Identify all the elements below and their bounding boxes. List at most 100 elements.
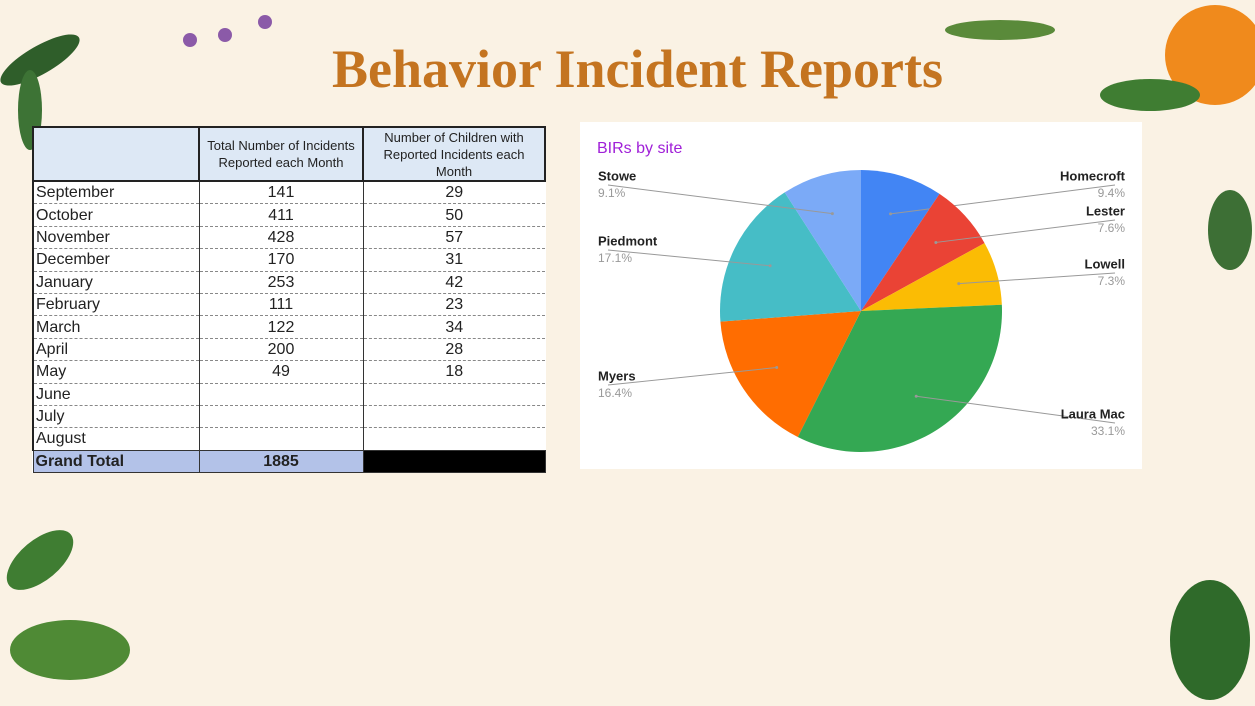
leaf [945,20,1055,40]
pie-slice [861,243,1002,311]
header-cell: Number of Children with Reported Inciden… [362,126,546,182]
leader-dot [914,394,918,398]
flower [258,15,272,29]
total-value: 1885 [198,449,364,474]
slice-percent: 9.1% [598,186,626,200]
leader-dot [934,240,938,244]
value-cell: 42 [362,271,545,294]
value-cell: 253 [198,271,363,294]
pie-slice [720,192,861,322]
table-row: April 200 28 [32,338,545,362]
leader-line [916,395,1116,424]
value-cell: 23 [362,293,545,317]
leaf [0,34,80,86]
leaf [10,620,130,680]
flower [218,28,232,42]
slice-percent: 17.1% [598,251,632,265]
month-cell: December [32,248,199,272]
leader-line [890,184,1116,215]
table-row: September 141 29 [32,181,545,205]
value-cell: 29 [362,181,545,205]
pie-slice [861,170,940,311]
leaf [1208,190,1252,270]
value-cell [198,427,363,451]
leader-dot [957,282,961,286]
value-cell [198,405,363,429]
month-cell: February [32,293,199,317]
month-cell: January [32,271,199,294]
flower [183,33,197,47]
header-cell: Total Number of Incidents Reported each … [198,126,364,182]
value-cell [198,383,363,406]
month-cell: May [32,360,199,384]
month-cell: June [32,383,199,406]
month-cell: November [32,226,199,250]
value-cell: 411 [198,203,363,227]
month-cell: July [32,405,199,429]
value-cell: 49 [198,360,363,384]
value-cell: 34 [362,315,545,339]
slice-name: Lowell [1085,256,1125,271]
value-cell: 18 [362,360,545,384]
header-row: Total Number of Incidents Reported each … [32,126,546,182]
table-row: July [32,405,545,429]
leader-dot [889,212,893,216]
table: Total Number of Incidents Reported each … [32,126,546,474]
value-cell: 200 [198,338,363,362]
value-cell: 122 [198,315,363,339]
value-cell [362,405,545,429]
leaf [1170,580,1250,700]
table-row: August [32,427,545,451]
leader-dot [775,366,779,370]
value-cell: 141 [198,181,363,205]
slice-percent: 9.4% [1098,186,1126,200]
leader-dot [768,264,772,268]
table-row: June [32,383,545,406]
slice-name: Laura Mac [1061,406,1125,421]
slide-title: Behavior Incident Reports [331,39,943,99]
month-cell: August [32,427,199,451]
table-row: February 111 23 [32,293,545,317]
table-row: November 428 57 [32,226,545,250]
slice-percent: 7.3% [1098,274,1126,288]
table-row: October 411 50 [32,203,545,227]
month-cell: March [32,315,199,339]
slice-percent: 33.1% [1091,424,1125,438]
table-row: March 122 34 [32,315,545,339]
orange [1165,5,1255,105]
value-cell [362,427,545,451]
leader-line [607,249,771,267]
slice-name: Stowe [598,168,636,183]
leader-line [607,367,777,386]
leaf [6,530,74,590]
table-row: January 253 42 [32,271,545,294]
total-blank [362,449,546,474]
table-row: May 49 18 [32,360,545,384]
month-cell: October [32,203,199,227]
value-cell: 57 [362,226,545,250]
value-cell: 50 [362,203,545,227]
leader-line [607,184,833,215]
pie-slice [784,170,861,311]
value-cell: 428 [198,226,363,250]
value-cell: 31 [362,248,545,272]
slice-name: Lester [1086,203,1125,218]
value-cell [362,383,545,406]
chart-title: BIRs by site [597,140,682,157]
slice-percent: 7.6% [1098,221,1126,235]
slice-percent: 16.4% [598,386,632,400]
month-cell: April [32,338,199,362]
value-cell: 111 [198,293,363,317]
pie-slice [720,311,861,438]
total-label: Grand Total [32,449,200,474]
month-cell: September [32,181,199,205]
pie-slice [861,193,985,311]
table-row: December 170 31 [32,248,545,272]
slice-name: Myers [598,368,636,383]
value-cell: 170 [198,248,363,272]
slice-name: Homecroft [1060,168,1126,183]
pie-slice [797,304,1003,452]
leader-line [958,272,1116,285]
